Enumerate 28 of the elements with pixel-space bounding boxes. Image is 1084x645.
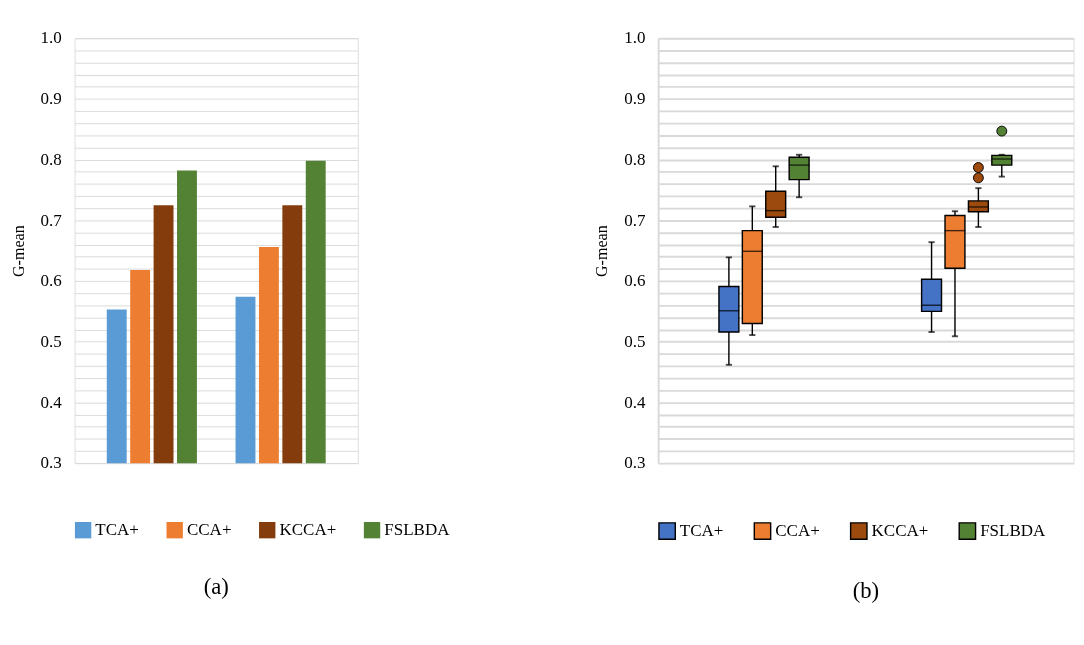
legend-label: KCCA+ xyxy=(279,519,337,539)
y-tick-label: 0.6 xyxy=(40,271,62,291)
legend-label: FSLBDA xyxy=(980,520,1046,540)
y-tick-label: 0.9 xyxy=(624,89,646,109)
legend-label: FSLBDA xyxy=(384,519,451,539)
y-tick-label: 0.3 xyxy=(624,453,646,473)
y-tick-label: 1.0 xyxy=(40,28,62,48)
legend-label: CCA+ xyxy=(186,519,232,539)
y-tick-label: 0.4 xyxy=(40,392,63,412)
legend-label: KCCA+ xyxy=(871,520,929,540)
legend-label: TCA+ xyxy=(679,520,724,540)
y-tick-label: 0.6 xyxy=(624,271,646,291)
legend-label: CCA+ xyxy=(775,520,820,540)
y-tick-label: 0.8 xyxy=(40,149,62,169)
y-tick-label: 0.3 xyxy=(40,453,62,473)
y-axis-title: G-mean xyxy=(593,225,611,277)
y-tick-label: 0.7 xyxy=(40,210,62,230)
y-tick-label: 0.5 xyxy=(40,331,62,351)
y-tick-label: 0.7 xyxy=(624,210,646,230)
y-tick-label: 1.0 xyxy=(624,28,646,48)
legend-label: TCA+ xyxy=(95,519,139,539)
text: (a) xyxy=(203,574,229,600)
y-tick-label: 0.9 xyxy=(40,89,62,109)
y-tick-label: 0.4 xyxy=(624,392,646,412)
y-tick-label: 0.5 xyxy=(624,331,646,351)
y-tick-label: 0.8 xyxy=(624,149,646,169)
y-axis-title: G-mean xyxy=(9,225,27,277)
text: (b) xyxy=(852,578,880,604)
